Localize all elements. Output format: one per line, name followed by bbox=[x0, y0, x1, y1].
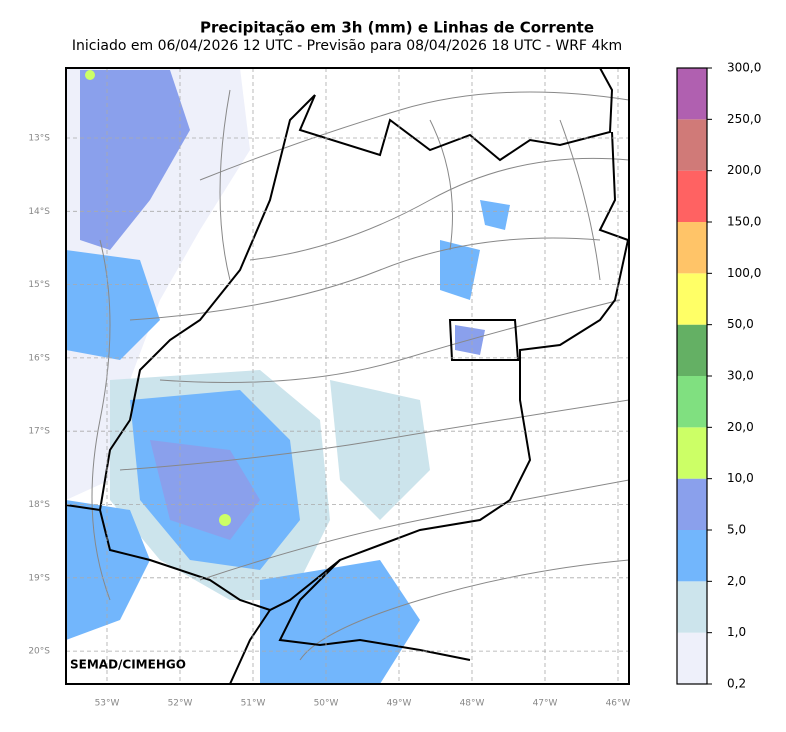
subtitle: Iniciado em 06/04/2026 12 UTC - Previsão… bbox=[72, 38, 622, 54]
lat-label: 13°S bbox=[28, 134, 50, 144]
streamlines bbox=[91, 89, 629, 661]
map-frame bbox=[65, 67, 630, 685]
colorbar-label: 250,0 bbox=[727, 112, 761, 126]
lon-label: 46°W bbox=[606, 699, 631, 709]
colorbar: 0,2 1,0 2,0 5,0 10,0 20,0 30,0 50,0 100,0 150,0 20… bbox=[676, 61, 761, 691]
lat-label: 17°S bbox=[28, 427, 50, 437]
lon-label: 47°W bbox=[533, 699, 558, 709]
colorbar-segment bbox=[677, 581, 707, 633]
colorbar-label: 0,2 bbox=[727, 677, 746, 691]
lat-label: 19°S bbox=[28, 573, 50, 583]
colorbar-label: 2,0 bbox=[727, 574, 746, 588]
lon-label: 52°W bbox=[168, 699, 193, 709]
colorbar-label: 200,0 bbox=[727, 163, 761, 177]
colorbar-label: 100,0 bbox=[727, 266, 761, 280]
title: Precipitação em 3h (mm) e Linhas de Corr… bbox=[200, 19, 594, 37]
watermark: SEMAD/CIMEHGO bbox=[70, 658, 186, 672]
lat-label: 16°S bbox=[28, 353, 50, 363]
lon-label: 48°W bbox=[460, 699, 485, 709]
lat-label: 14°S bbox=[28, 207, 50, 217]
colorbar-label: 10,0 bbox=[727, 471, 754, 485]
colorbar-label: 150,0 bbox=[727, 215, 761, 229]
colorbar-label: 20,0 bbox=[727, 420, 754, 434]
colorbar-segment bbox=[677, 376, 707, 428]
colorbar-label: 50,0 bbox=[727, 317, 754, 331]
colorbar-segment bbox=[677, 632, 707, 684]
colorbar-segment bbox=[677, 324, 707, 376]
colorbar-label: 1,0 bbox=[727, 625, 746, 639]
colorbar-segment bbox=[677, 427, 707, 479]
colorbar-label: 300,0 bbox=[727, 61, 761, 75]
colorbar-segment bbox=[677, 119, 707, 171]
lon-label: 50°W bbox=[314, 699, 339, 709]
map-content bbox=[66, 68, 629, 684]
colorbar-segment bbox=[677, 170, 707, 222]
lon-label: 49°W bbox=[387, 699, 412, 709]
lat-label: 18°S bbox=[28, 500, 50, 510]
lon-label: 51°W bbox=[241, 699, 266, 709]
lat-label: 15°S bbox=[28, 280, 50, 290]
lon-label: 53°W bbox=[95, 699, 120, 709]
colorbar-label: 5,0 bbox=[727, 523, 746, 537]
colorbar-label: 30,0 bbox=[727, 369, 754, 383]
colorbar-segment bbox=[677, 68, 707, 120]
graticule: 13°S 14°S 15°S 16°S 17°S 18°S 19°S 20°S 53°W 52°W… bbox=[28, 68, 631, 709]
lat-label: 20°S bbox=[28, 647, 50, 657]
colorbar-segment bbox=[677, 273, 707, 325]
colorbar-segment bbox=[677, 530, 707, 582]
colorbar-segment bbox=[677, 478, 707, 530]
state-borders bbox=[66, 68, 629, 684]
colorbar-segment bbox=[677, 222, 707, 274]
